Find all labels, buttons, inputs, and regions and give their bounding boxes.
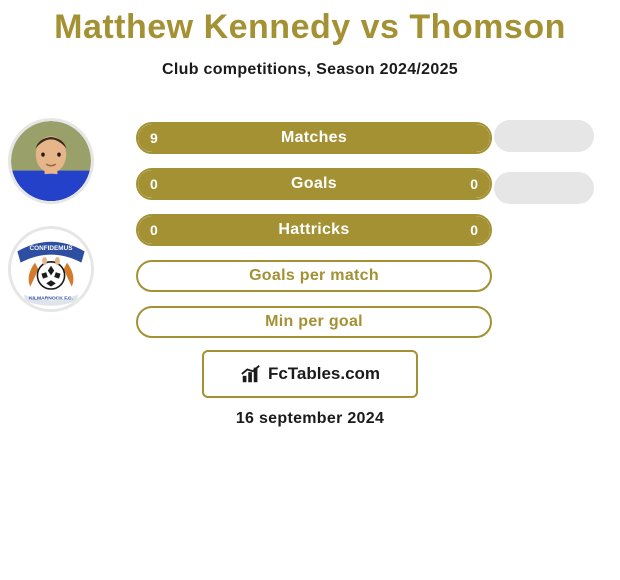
- bar-label: Goals: [291, 175, 337, 193]
- stats-bars: 9 Matches 0 Goals 0 0 Hattricks 0 Goals …: [136, 122, 492, 338]
- bar-min-per-goal: Min per goal: [136, 306, 492, 338]
- bar-label: Matches: [281, 129, 347, 147]
- player-avatar-icon: [11, 121, 91, 201]
- club-crest-icon: CONFIDEMUS KILMARNOCK F.C.: [11, 229, 91, 309]
- club-crest: CONFIDEMUS KILMARNOCK F.C.: [8, 226, 94, 312]
- bar-label: Goals per match: [249, 267, 379, 285]
- bar-value-left: 9: [150, 130, 158, 146]
- comparison-card: Matthew Kennedy vs Thomson Club competit…: [0, 0, 620, 580]
- bar-matches: 9 Matches: [136, 122, 492, 154]
- bar-goals-per-match: Goals per match: [136, 260, 492, 292]
- avatar-column: CONFIDEMUS KILMARNOCK F.C.: [8, 118, 94, 312]
- bar-label: Min per goal: [265, 313, 363, 331]
- source-logo-text: FcTables.com: [268, 364, 380, 384]
- bar-value-right: 0: [470, 222, 478, 238]
- side-pills: [494, 120, 594, 204]
- side-pill: [494, 172, 594, 204]
- date-label: 16 september 2024: [0, 410, 620, 428]
- svg-text:KILMARNOCK F.C.: KILMARNOCK F.C.: [29, 295, 74, 301]
- player-avatar: [8, 118, 94, 204]
- source-logo: FcTables.com: [202, 350, 418, 398]
- bar-hattricks: 0 Hattricks 0: [136, 214, 492, 246]
- bar-value-left: 0: [150, 176, 158, 192]
- side-pill: [494, 120, 594, 152]
- bar-value-left: 0: [150, 222, 158, 238]
- svg-text:CONFIDEMUS: CONFIDEMUS: [30, 245, 74, 252]
- barchart-icon: [240, 363, 262, 385]
- bar-goals: 0 Goals 0: [136, 168, 492, 200]
- bar-label: Hattricks: [278, 221, 349, 239]
- bar-value-right: 0: [470, 176, 478, 192]
- page-title: Matthew Kennedy vs Thomson: [0, 0, 620, 47]
- subtitle: Club competitions, Season 2024/2025: [0, 61, 620, 79]
